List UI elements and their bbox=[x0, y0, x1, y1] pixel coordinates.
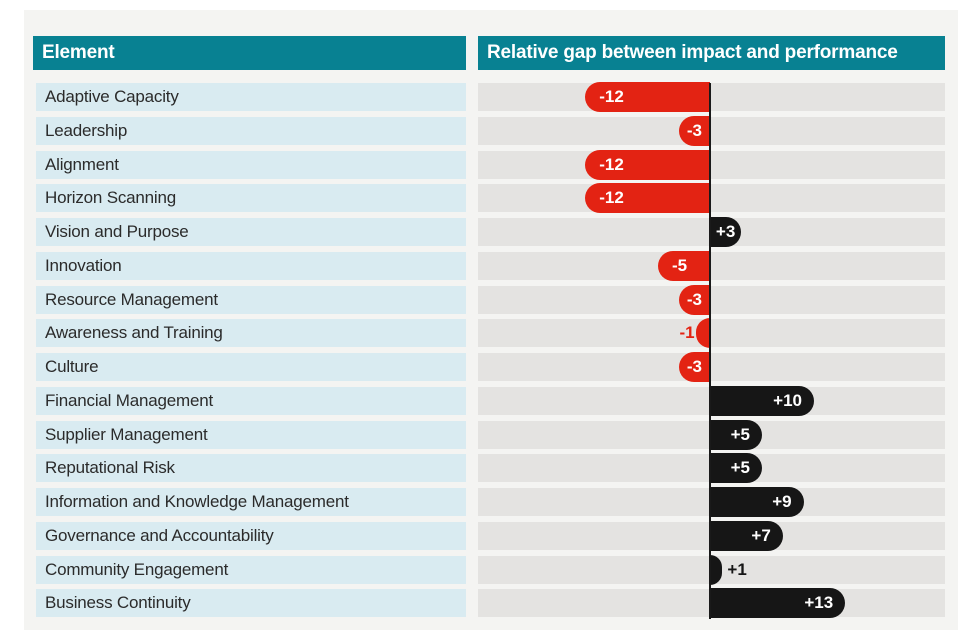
chart-row: Culture -3 bbox=[24, 352, 958, 382]
row-label: Awareness and Training bbox=[36, 319, 466, 348]
bar-track: -5 bbox=[478, 250, 945, 281]
element-column-header: Element bbox=[33, 36, 466, 70]
row-label: Financial Management bbox=[36, 386, 466, 415]
bar-value-label: -12 bbox=[599, 154, 624, 174]
bar-track: -12 bbox=[478, 82, 945, 112]
gap-bar-negative: -12 bbox=[585, 183, 710, 214]
gap-bar-positive: +5 bbox=[710, 453, 762, 484]
row-label: Business Continuity bbox=[36, 589, 466, 618]
chart-row: Governance and Accountability +7 bbox=[24, 520, 958, 551]
bar-value-label-outside: +1 bbox=[727, 559, 747, 579]
bar-value-label-outside: -1 bbox=[679, 323, 695, 343]
bar-track: +3 bbox=[478, 217, 945, 247]
bar-track: -12 bbox=[478, 149, 945, 180]
bar-value-label: +5 bbox=[730, 458, 750, 478]
gap-bar-positive: +3 bbox=[710, 217, 742, 247]
gap-bar-positive: +10 bbox=[710, 385, 814, 416]
bar-value-label: +5 bbox=[730, 424, 750, 444]
gap-bar-positive: +7 bbox=[710, 520, 783, 551]
bar-track: -3 bbox=[478, 284, 945, 315]
row-label: Resource Management bbox=[36, 285, 466, 314]
bar-value-label: -12 bbox=[599, 188, 624, 208]
bar-value-label: +13 bbox=[804, 593, 834, 613]
row-label: Leadership bbox=[36, 116, 466, 145]
row-label: Information and Knowledge Management bbox=[36, 488, 466, 516]
chart-row: Vision and Purpose +3 bbox=[24, 217, 958, 247]
row-label: Vision and Purpose bbox=[36, 218, 466, 246]
zero-axis-line bbox=[709, 83, 711, 619]
gap-bar-negative: -12 bbox=[585, 149, 710, 180]
gap-bar-positive: +13 bbox=[710, 588, 846, 619]
bar-value-label: -3 bbox=[686, 357, 702, 376]
chart-row: Resource Management -3 bbox=[24, 284, 958, 315]
bar-value-label: +10 bbox=[773, 390, 802, 410]
gap-column-header: Relative gap between impact and performa… bbox=[478, 36, 945, 70]
chart-row: Reputational Risk +5 bbox=[24, 453, 958, 484]
gap-bar-negative: -3 bbox=[678, 352, 710, 382]
row-label: Alignment bbox=[36, 150, 466, 179]
bar-track: -3 bbox=[478, 115, 945, 146]
bar-track: -1 bbox=[478, 318, 945, 349]
row-label: Reputational Risk bbox=[36, 454, 466, 483]
gap-bar-negative: -3 bbox=[678, 115, 710, 146]
chart-row: Innovation -5 bbox=[24, 250, 958, 281]
bar-track: +1 bbox=[478, 554, 945, 585]
bar-value-label: +7 bbox=[751, 525, 771, 545]
gap-bar-negative bbox=[696, 318, 710, 349]
bar-track: +13 bbox=[478, 588, 945, 619]
chart-row: Horizon Scanning -12 bbox=[24, 183, 958, 214]
chart-row: Awareness and Training -1 bbox=[24, 318, 958, 349]
bar-track: +5 bbox=[478, 419, 945, 450]
bar-value-label: +3 bbox=[715, 222, 736, 241]
bar-track: +7 bbox=[478, 520, 945, 551]
bar-value-label: -12 bbox=[599, 87, 624, 106]
chart-row: Supplier Management +5 bbox=[24, 419, 958, 450]
gap-bar-negative: -3 bbox=[678, 284, 710, 315]
bar-value-label: +9 bbox=[772, 492, 792, 511]
chart-panel: Element Relative gap between impact and … bbox=[24, 10, 958, 630]
gap-bar-positive: +9 bbox=[710, 487, 804, 517]
gap-bar-negative: -12 bbox=[585, 82, 710, 112]
chart-row: Adaptive Capacity -12 bbox=[24, 82, 958, 112]
row-label: Innovation bbox=[36, 251, 466, 280]
chart-row: Community Engagement +1 bbox=[24, 554, 958, 585]
chart-row: Alignment -12 bbox=[24, 149, 958, 180]
gap-bar-positive: +5 bbox=[710, 419, 762, 450]
row-label: Supplier Management bbox=[36, 420, 466, 449]
row-label: Horizon Scanning bbox=[36, 184, 466, 213]
bar-track: -3 bbox=[478, 352, 945, 382]
bar-track: +10 bbox=[478, 385, 945, 416]
chart-row: Financial Management +10 bbox=[24, 385, 958, 416]
bar-track: +5 bbox=[478, 453, 945, 484]
chart-row: Information and Knowledge Management +9 bbox=[24, 487, 958, 517]
bar-value-label: -3 bbox=[686, 120, 702, 140]
bar-track: -12 bbox=[478, 183, 945, 214]
bar-value-label: -3 bbox=[686, 289, 702, 309]
chart-row: Leadership -3 bbox=[24, 115, 958, 146]
gap-bar-positive bbox=[710, 554, 722, 585]
row-label: Culture bbox=[36, 353, 466, 381]
bar-value-label: -5 bbox=[672, 255, 688, 275]
row-label: Adaptive Capacity bbox=[36, 83, 466, 111]
row-label: Community Engagement bbox=[36, 555, 466, 584]
row-label: Governance and Accountability bbox=[36, 521, 466, 550]
chart-row: Business Continuity +13 bbox=[24, 588, 958, 619]
gap-bar-negative: -5 bbox=[658, 250, 710, 281]
chart-rows: Adaptive Capacity -12 Leadership -3 Alignmen… bbox=[24, 82, 958, 619]
bar-track: +9 bbox=[478, 487, 945, 517]
